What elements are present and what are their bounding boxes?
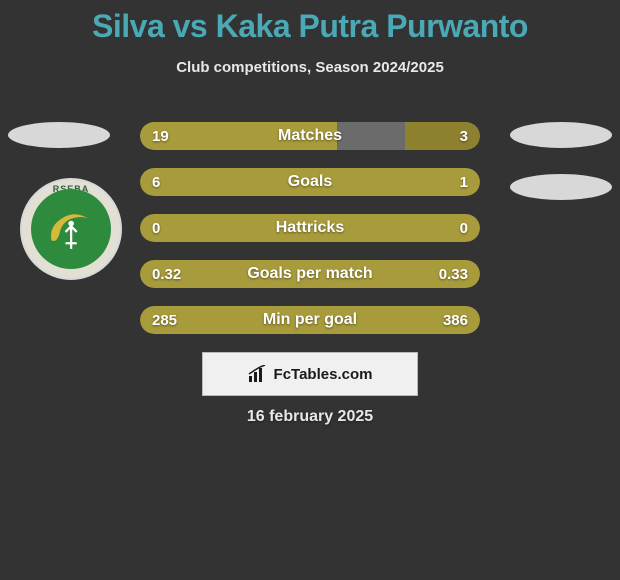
stat-value-right: 0 — [460, 214, 468, 242]
stats-bars: 19Matches3 6Goals1 0Hattricks0 0.32Goals pe… — [140, 122, 480, 352]
stat-value-right: 3 — [460, 122, 468, 150]
date-text: 16 february 2025 — [0, 408, 620, 426]
page-title: Silva vs Kaka Putra Purwanto — [0, 0, 620, 45]
stat-label: Goals per match — [140, 260, 480, 288]
stat-row: 6Goals1 — [140, 168, 480, 196]
attribution-badge: FcTables.com — [202, 352, 418, 396]
stat-label: Matches — [140, 122, 480, 150]
stat-row: 0.32Goals per match0.33 — [140, 260, 480, 288]
stat-label: Hattricks — [140, 214, 480, 242]
club-crest: RSEBA — [20, 178, 122, 280]
stat-label: Min per goal — [140, 306, 480, 334]
stat-row: 19Matches3 — [140, 122, 480, 150]
crest-icon — [43, 201, 99, 257]
placeholder-ellipse-right-2 — [510, 174, 612, 200]
stat-value-right: 1 — [460, 168, 468, 196]
attribution-text: FcTables.com — [274, 366, 373, 383]
chart-icon — [248, 365, 268, 383]
stat-value-right: 386 — [443, 306, 468, 334]
subtitle: Club competitions, Season 2024/2025 — [0, 59, 620, 76]
placeholder-ellipse-left — [8, 122, 110, 148]
stat-row: 0Hattricks0 — [140, 214, 480, 242]
stat-label: Goals — [140, 168, 480, 196]
stat-row: 285Min per goal386 — [140, 306, 480, 334]
stat-value-right: 0.33 — [439, 260, 468, 288]
placeholder-ellipse-right-1 — [510, 122, 612, 148]
